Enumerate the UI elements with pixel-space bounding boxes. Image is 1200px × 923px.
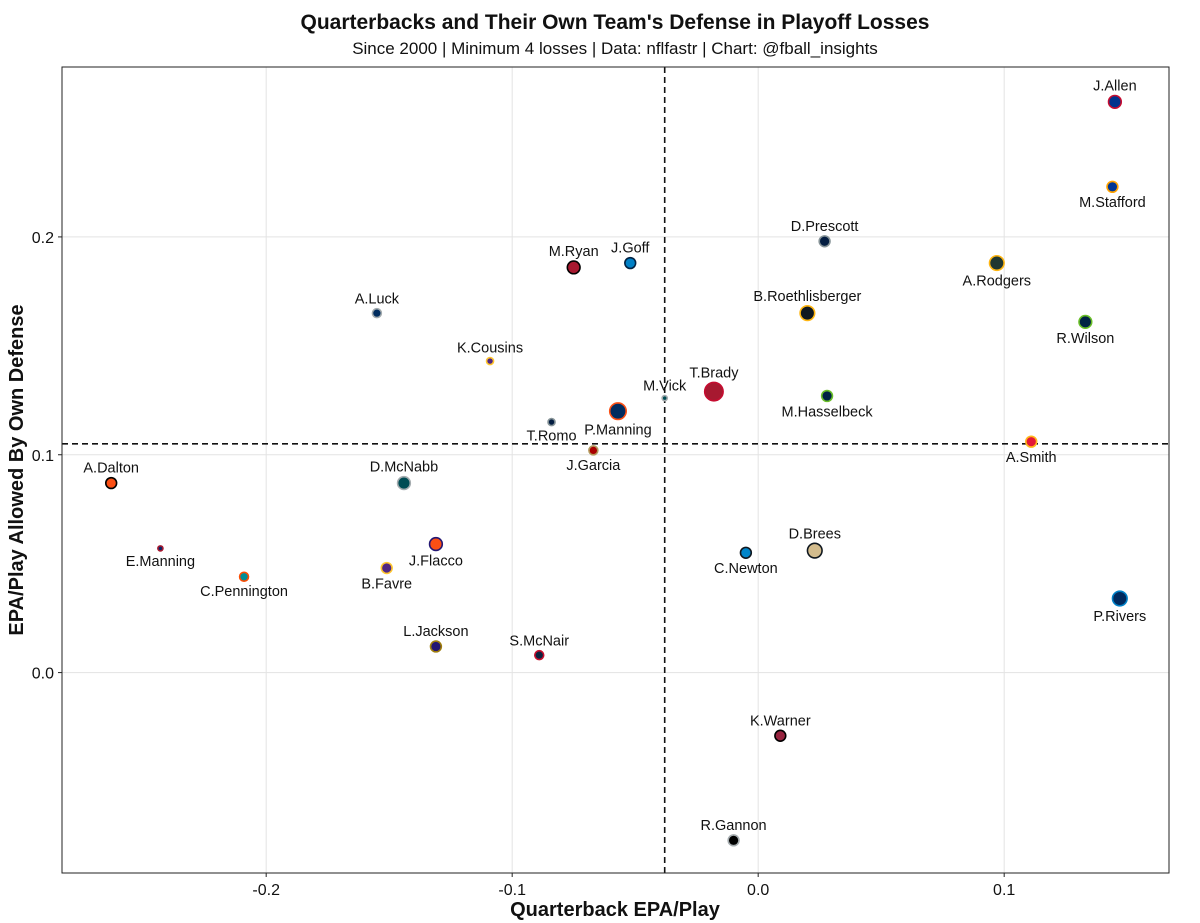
- point-label: D.Prescott: [791, 219, 859, 235]
- x-tick-label: 0.0: [747, 882, 769, 899]
- data-point: [104, 476, 118, 490]
- y-tick-label: 0.2: [32, 230, 54, 247]
- point-label: L.Jackson: [403, 624, 468, 640]
- point-label: T.Romo: [527, 429, 577, 445]
- data-point: [703, 381, 724, 402]
- data-point: [818, 235, 831, 248]
- data-point: [547, 417, 556, 427]
- point-label: C.Newton: [714, 561, 778, 577]
- data-point: [157, 545, 164, 552]
- y-axis-title: EPA/Play Allowed By Own Defense: [6, 304, 28, 635]
- data-point: [588, 445, 599, 456]
- data-point: [238, 571, 250, 582]
- point-label: B.Favre: [361, 576, 412, 592]
- point-label: J.Garcia: [566, 458, 621, 474]
- x-axis-title: Quarterback EPA/Play: [510, 899, 721, 921]
- chart-subtitle: Since 2000 | Minimum 4 losses | Data: nf…: [352, 39, 878, 58]
- data-point: [661, 394, 669, 402]
- x-axis-ticks: -0.2 -0.1 0.0 0.1: [252, 873, 1015, 899]
- data-point: [774, 729, 787, 742]
- data-point: [727, 834, 740, 847]
- data-point: [429, 640, 443, 653]
- point-label: C.Pennington: [200, 584, 288, 600]
- point-label: M.Hasselbeck: [782, 404, 874, 420]
- data-point: [1078, 314, 1093, 330]
- data-point: [739, 546, 753, 559]
- point-label: E.Manning: [126, 554, 195, 570]
- data-point: [371, 307, 383, 319]
- data-point: [988, 254, 1005, 272]
- point-label: K.Cousins: [457, 341, 523, 357]
- data-point: [566, 260, 581, 275]
- data-point: [624, 256, 637, 270]
- point-label: P.Manning: [584, 422, 651, 438]
- point-label: A.Luck: [355, 292, 400, 308]
- point-label: M.Stafford: [1079, 195, 1146, 211]
- point-label: P.Rivers: [1093, 609, 1146, 625]
- data-point: [485, 356, 495, 366]
- reference-lines: [62, 67, 1169, 873]
- point-label: M.Ryan: [549, 244, 599, 260]
- y-tick-label: 0.1: [32, 448, 54, 465]
- x-tick-label: -0.1: [498, 882, 526, 899]
- point-label: J.Goff: [611, 241, 650, 257]
- point-label: A.Dalton: [83, 461, 139, 477]
- data-point: [428, 536, 444, 552]
- data-point: [380, 561, 393, 575]
- data-point: [1111, 590, 1128, 607]
- chart-title: Quarterbacks and Their Own Team's Defens…: [301, 11, 930, 34]
- point-label: J.Allen: [1093, 79, 1137, 95]
- data-points: [104, 94, 1128, 847]
- point-label: K.Warner: [750, 713, 811, 729]
- point-label: B.Roethlisberger: [753, 289, 861, 305]
- data-point: [608, 402, 628, 421]
- point-label: M.Vick: [643, 379, 687, 395]
- point-label: S.McNair: [509, 634, 569, 650]
- point-label: R.Wilson: [1056, 331, 1114, 347]
- data-point: [1106, 180, 1119, 194]
- y-tick-label: 0.0: [32, 666, 54, 683]
- point-label: D.McNabb: [370, 460, 439, 476]
- point-label: T.Brady: [689, 365, 739, 381]
- x-tick-label: -0.2: [252, 882, 280, 899]
- plot-panel-border: [61, 66, 1170, 874]
- point-label: J.Flacco: [409, 553, 463, 569]
- point-label: A.Rodgers: [963, 273, 1032, 289]
- gridlines: [62, 67, 1169, 873]
- point-labels: J.Allen M.Stafford D.Prescott A.Rodgers B.Ro…: [83, 79, 1146, 834]
- data-point: [820, 389, 834, 403]
- point-label: R.Gannon: [701, 818, 767, 834]
- data-point: [533, 649, 545, 661]
- data-point: [1025, 435, 1038, 448]
- y-axis-ticks: 0.0 0.1 0.2: [32, 230, 62, 683]
- point-label: A.Smith: [1006, 450, 1057, 466]
- data-point: [806, 542, 823, 559]
- data-point: [799, 305, 816, 322]
- point-label: D.Brees: [789, 526, 841, 542]
- x-tick-label: 0.1: [993, 882, 1015, 899]
- data-point: [1107, 94, 1123, 110]
- data-point: [396, 475, 412, 491]
